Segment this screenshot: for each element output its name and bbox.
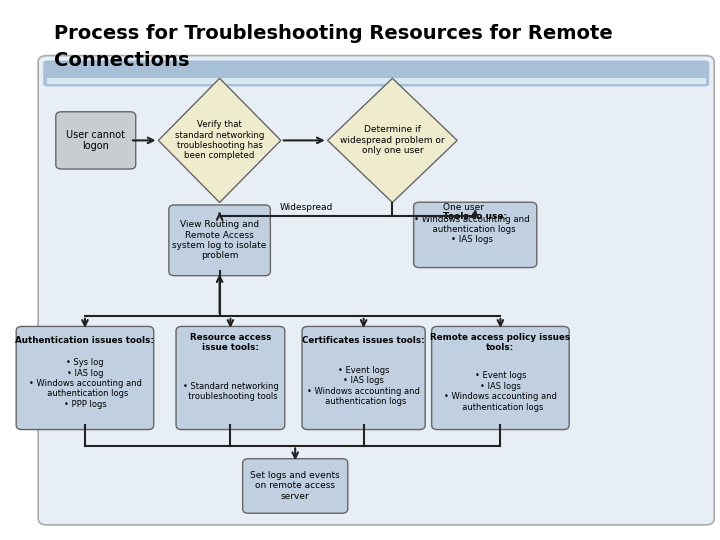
Text: Process for Troubleshooting Resources for Remote: Process for Troubleshooting Resources fo…	[54, 24, 613, 43]
Text: Authentication issues tools:: Authentication issues tools:	[15, 336, 155, 345]
Text: Connections: Connections	[54, 51, 189, 70]
Text: View Routing and
Remote Access
system log to isolate
problem: View Routing and Remote Access system lo…	[172, 220, 267, 260]
Text: • Windows accounting and
  authentication logs
• IAS logs: • Windows accounting and authentication …	[414, 214, 529, 245]
Text: User cannot
logon: User cannot logon	[66, 130, 125, 151]
Text: Verify that
standard networking
troubleshooting has
been completed: Verify that standard networking troubles…	[175, 120, 264, 160]
FancyBboxPatch shape	[413, 202, 537, 268]
Text: Set logs and events
on remote access
server: Set logs and events on remote access ser…	[251, 471, 340, 501]
FancyBboxPatch shape	[243, 458, 348, 513]
FancyBboxPatch shape	[431, 326, 569, 430]
FancyBboxPatch shape	[168, 205, 271, 275]
FancyBboxPatch shape	[56, 112, 135, 169]
Text: Determine if
widespread problem or
only one user: Determine if widespread problem or only …	[340, 125, 445, 156]
Text: One user: One user	[443, 202, 484, 212]
Text: Widespread: Widespread	[279, 202, 333, 212]
FancyBboxPatch shape	[38, 56, 714, 525]
Text: • Event logs
• IAS logs
• Windows accounting and
  authentication logs: • Event logs • IAS logs • Windows accoun…	[307, 366, 420, 406]
Text: Resource access
issue tools:: Resource access issue tools:	[189, 333, 271, 352]
FancyBboxPatch shape	[43, 60, 709, 86]
Text: Certificates issues tools:: Certificates issues tools:	[302, 336, 425, 345]
Text: Tools to use:: Tools to use:	[443, 212, 508, 221]
FancyBboxPatch shape	[16, 326, 154, 430]
FancyBboxPatch shape	[176, 326, 285, 430]
Polygon shape	[158, 78, 281, 202]
Text: • Sys log
• IAS log
• Windows accounting and
  authentication logs
• PPP logs: • Sys log • IAS log • Windows accounting…	[29, 358, 141, 409]
Text: • Standard networking
  troubleshooting tools: • Standard networking troubleshooting to…	[183, 382, 278, 401]
Text: Remote access policy issues
tools:: Remote access policy issues tools:	[431, 333, 570, 352]
FancyBboxPatch shape	[47, 78, 706, 84]
Polygon shape	[328, 78, 457, 202]
Text: • Event logs
• IAS logs
• Windows accounting and
  authentication logs: • Event logs • IAS logs • Windows accoun…	[444, 372, 557, 411]
FancyBboxPatch shape	[302, 326, 425, 430]
